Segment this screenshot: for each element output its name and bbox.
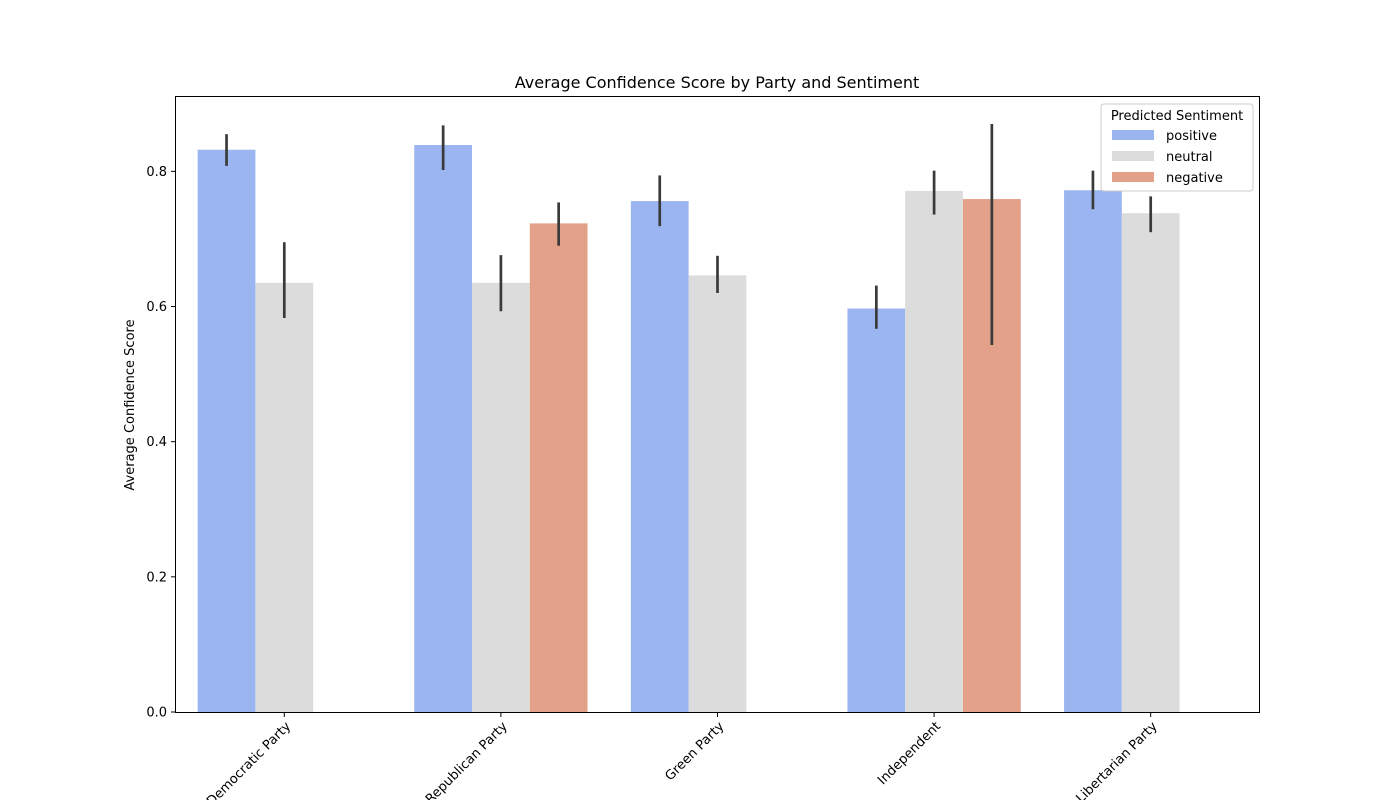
legend-title: Predicted Sentiment: [1111, 109, 1243, 124]
error-bars-layer: [225, 124, 1153, 346]
bar-positive-2: [630, 201, 689, 713]
legend-label-positive: positive: [1166, 129, 1217, 144]
y-tick-label: 0.4: [146, 435, 167, 450]
legend-label-negative: negative: [1166, 171, 1223, 186]
y-tick-label: 0.6: [146, 300, 167, 315]
bar-neutral-0: [255, 282, 314, 712]
y-axis-label: Average Confidence Score: [123, 319, 138, 490]
bar-positive-4: [1064, 190, 1122, 712]
legend-swatch-neutral: [1112, 151, 1154, 161]
bar-neutral-1: [472, 282, 530, 712]
legend-box: [1100, 103, 1254, 192]
bar-negative-1: [529, 223, 588, 712]
bar-neutral-3: [905, 190, 963, 712]
bars-layer: [197, 144, 1180, 713]
x-tick-label: Libertarian Party: [1074, 719, 1161, 800]
legend-label-neutral: neutral: [1166, 150, 1213, 165]
legend-swatch-positive: [1112, 130, 1154, 140]
legend-items: positive neutral negative: [1112, 129, 1223, 186]
x-tick-label: Independent: [875, 719, 944, 788]
bar-positive-0: [197, 149, 256, 712]
bar-positive-1: [414, 144, 473, 712]
plot-frame: [175, 96, 1260, 713]
bar-positive-3: [847, 308, 906, 712]
x-axis: Democratic Party Republican Party Green Pa…: [204, 712, 1161, 800]
bar-neutral-4: [1121, 213, 1180, 712]
x-tick-label: Green Party: [662, 719, 727, 784]
chart-title: Average Confidence Score by Party and Se…: [515, 73, 919, 92]
bar-neutral-2: [688, 275, 747, 712]
x-tick-label: Republican Party: [423, 719, 511, 800]
legend-swatch-negative: [1112, 172, 1154, 182]
x-tick-label: Democratic Party: [204, 719, 294, 800]
legend: Predicted Sentiment positive neutral negat…: [1100, 103, 1254, 192]
y-tick-label: 0.2: [146, 570, 167, 585]
y-axis: 0.0 0.2 0.4 0.6 0.8: [146, 165, 176, 721]
y-tick-label: 0.0: [146, 706, 167, 721]
y-tick-label: 0.8: [146, 165, 167, 180]
